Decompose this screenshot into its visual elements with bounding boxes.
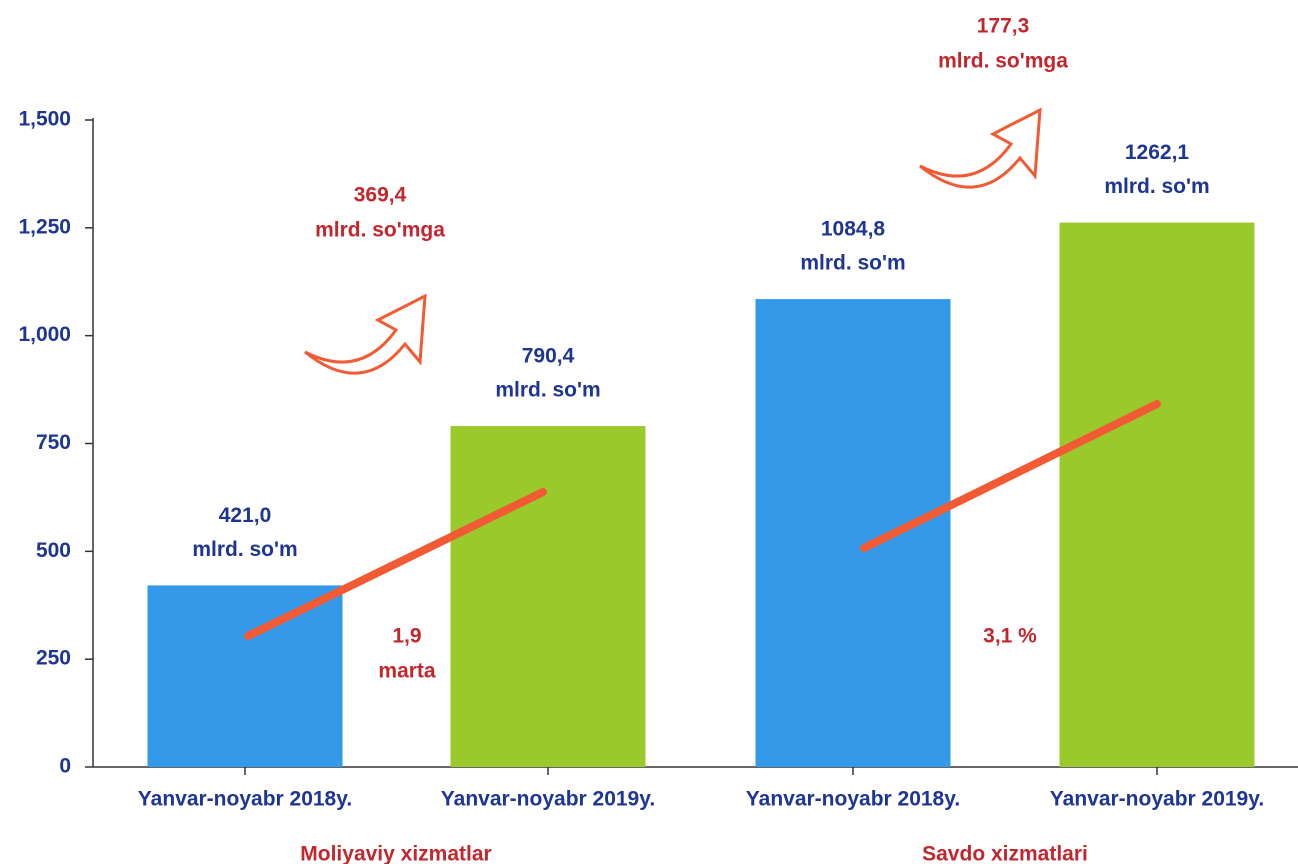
value-label: mlrd. so'm	[1104, 175, 1209, 198]
x-tick-label: Yanvar-noyabr 2018y.	[746, 788, 960, 811]
growth-arrow	[304, 293, 427, 375]
trend-line	[244, 488, 547, 640]
y-tick-label: 1,500	[18, 108, 71, 131]
annotation: 369,4	[354, 184, 407, 207]
value-label: 1262,1	[1125, 141, 1190, 164]
value-label: mlrd. so'm	[495, 379, 600, 402]
bar	[450, 426, 646, 767]
y-tick-label: 0	[59, 755, 71, 778]
value-label: 790,4	[522, 345, 575, 368]
y-tick-label: 1,000	[18, 323, 71, 346]
annotation: mlrd. so'mga	[938, 50, 1068, 73]
bar	[147, 585, 343, 767]
x-tick-label: Yanvar-noyabr 2019y.	[441, 788, 655, 811]
bar	[755, 299, 951, 767]
value-label: 421,0	[219, 504, 272, 527]
value-label: mlrd. so'm	[192, 538, 297, 561]
annotation: 177,3	[977, 15, 1030, 38]
annotation: mlrd. so'mga	[315, 219, 445, 242]
value-label: 1084,8	[821, 218, 886, 241]
bar	[1059, 222, 1255, 767]
y-tick-label: 500	[36, 539, 71, 562]
group-label: Moliyaviy xizmatlar	[300, 843, 491, 864]
value-label: mlrd. so'm	[800, 252, 905, 275]
y-tick-label: 1,250	[18, 215, 71, 238]
group-label: Savdo xizmatlari	[922, 843, 1088, 864]
y-tick-label: 250	[36, 647, 71, 670]
annotation: 1,9	[392, 625, 421, 648]
x-tick-label: Yanvar-noyabr 2018y.	[138, 788, 352, 811]
bars	[147, 222, 1255, 767]
trend-line	[860, 400, 1161, 552]
growth-arrow	[919, 107, 1042, 189]
annotation: 3,1 %	[983, 625, 1037, 648]
y-tick-label: 750	[36, 431, 71, 454]
annotation: marta	[378, 660, 436, 683]
x-tick-label: Yanvar-noyabr 2019y.	[1050, 788, 1264, 811]
